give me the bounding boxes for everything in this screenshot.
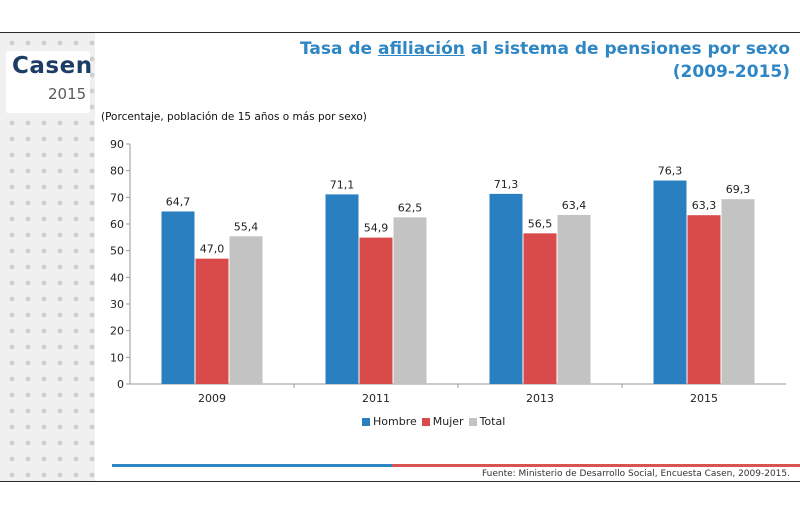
logo-year: 2015	[48, 85, 87, 103]
chart-title: Tasa de afiliación al sistema de pension…	[300, 39, 790, 59]
y-tick-label: 30	[110, 298, 124, 311]
y-tick-label: 20	[110, 325, 124, 338]
title-part-2: al sistema de pensiones por sexo	[464, 39, 790, 59]
footer-rule-red	[392, 464, 800, 467]
data-label: 63,4	[562, 199, 587, 212]
legend-item-total: Total	[468, 415, 506, 428]
y-tick-label: 70	[110, 191, 124, 204]
y-tick-label: 40	[110, 271, 124, 284]
legend-item-hombre: Hombre	[362, 415, 417, 428]
bar-mujer-2011	[359, 237, 393, 384]
data-label: 69,3	[726, 183, 751, 196]
bar-mujer-2009	[195, 258, 229, 384]
footer-rule-blue	[112, 464, 392, 467]
data-label: 71,3	[494, 178, 519, 191]
slide: Casen 2015 Tasa de afiliación al sistema…	[0, 32, 800, 482]
data-label: 63,3	[692, 199, 717, 212]
source-note: Fuente: Ministerio de Desarrollo Social,…	[481, 469, 790, 479]
title-underlined-word: afiliación	[377, 39, 465, 59]
bar-hombre-2015	[653, 180, 687, 384]
y-tick-label: 0	[117, 378, 124, 391]
title-part-1: Tasa de	[299, 39, 378, 59]
legend-swatch	[468, 417, 477, 426]
legend-swatch	[362, 417, 370, 426]
bar-mujer-2013	[523, 233, 557, 384]
bar-hombre-2011	[325, 194, 359, 384]
y-tick-label: 60	[110, 218, 124, 231]
data-label: 54,9	[364, 222, 389, 235]
chart-subtitle: (Porcentaje, población de 15 años o más …	[101, 111, 367, 123]
bar-total-2015	[721, 199, 755, 384]
data-label: 56,5	[528, 217, 553, 230]
data-label: 76,3	[658, 165, 683, 178]
y-tick-label: 50	[110, 245, 124, 258]
data-label: 47,0	[200, 243, 225, 256]
y-tick-label: 90	[110, 138, 124, 151]
x-tick-label: 2013	[526, 392, 554, 405]
bar-mujer-2015	[687, 215, 721, 384]
legend-label: Hombre	[373, 415, 417, 428]
bar-hombre-2013	[489, 193, 523, 384]
x-tick-label: 2009	[198, 392, 226, 405]
x-tick-label: 2011	[362, 392, 390, 405]
data-label: 64,7	[166, 195, 191, 208]
casen-logo: Casen 2015	[6, 51, 93, 113]
bar-hombre-2009	[161, 211, 195, 384]
legend-label: Mujer	[432, 415, 464, 428]
data-label: 62,5	[398, 201, 423, 214]
legend-label: Total	[479, 415, 506, 428]
legend-swatch	[421, 417, 430, 426]
y-tick-label: 80	[110, 165, 124, 178]
data-label: 71,1	[330, 178, 355, 191]
data-label: 55,4	[234, 220, 259, 233]
bar-chart: 0 10 20 30 40 50 60 70 80 90 2009 2011 2013 2015 64,7…	[110, 138, 786, 405]
bars: 64,7 47,0 55,4 71,1 54,9 62,5 71,3 56,5 63,4 76,3…	[161, 165, 755, 384]
legend: Hombre Mujer Total	[362, 415, 510, 428]
bar-total-2011	[393, 217, 427, 384]
bar-total-2013	[557, 214, 591, 384]
y-tick-label: 10	[110, 351, 124, 364]
dotted-sidebar: Casen 2015	[0, 33, 95, 481]
logo-name: Casen	[12, 53, 93, 79]
bar-total-2009	[229, 236, 263, 384]
chart-title-years: (2009-2015)	[672, 62, 790, 82]
legend-item-mujer: Mujer	[421, 415, 464, 428]
x-tick-label: 2015	[690, 392, 718, 405]
